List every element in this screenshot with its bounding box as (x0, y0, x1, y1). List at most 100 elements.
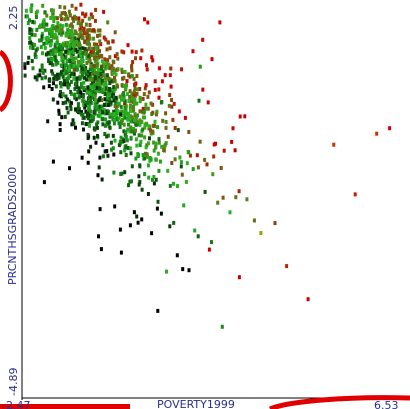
data-point (120, 70, 124, 74)
data-point (133, 82, 136, 87)
data-point (90, 90, 94, 95)
data-point (134, 137, 138, 142)
data-point (66, 27, 70, 32)
data-point (42, 180, 46, 185)
data-point (123, 70, 127, 74)
data-point (74, 6, 78, 11)
data-point (96, 33, 100, 38)
data-point (252, 218, 256, 223)
data-point (96, 51, 100, 55)
data-point (259, 231, 263, 235)
data-point (112, 78, 116, 83)
data-point (94, 82, 98, 87)
data-point (56, 60, 60, 65)
y-tick-max-label: 2.25 (7, 6, 20, 31)
data-point (60, 70, 63, 75)
data-point (63, 79, 67, 84)
data-point (31, 46, 35, 50)
data-point (108, 90, 112, 95)
data-point (128, 146, 132, 151)
data-point (108, 81, 112, 85)
data-point (44, 75, 48, 80)
data-point (102, 35, 106, 40)
data-point (168, 93, 172, 97)
data-point (175, 253, 179, 258)
data-point (28, 18, 31, 23)
data-point (156, 151, 160, 156)
data-point (67, 75, 71, 80)
data-point (59, 90, 62, 94)
data-point (116, 101, 120, 106)
data-point (53, 15, 57, 20)
data-point (125, 92, 129, 97)
data-point (166, 134, 170, 139)
data-point (115, 52, 119, 57)
data-point (156, 308, 160, 313)
data-point (114, 101, 118, 106)
data-point (57, 52, 61, 57)
data-point (64, 14, 68, 19)
data-point (103, 132, 107, 136)
data-point (96, 113, 100, 118)
data-point (46, 37, 50, 42)
data-point (61, 93, 65, 97)
data-point (97, 165, 101, 170)
data-point (124, 153, 128, 157)
y-tick-min-label: -4.89 (7, 368, 20, 396)
data-point (106, 65, 110, 70)
data-point (96, 88, 100, 93)
data-point (140, 217, 144, 222)
data-point (132, 118, 136, 123)
data-point (37, 25, 41, 30)
data-point (117, 143, 121, 148)
data-point (95, 103, 99, 108)
data-point (36, 73, 40, 78)
data-point (86, 111, 90, 116)
data-point (92, 50, 95, 55)
data-point (89, 61, 93, 66)
data-point (180, 67, 183, 72)
data-point (128, 179, 132, 184)
data-point (117, 116, 121, 121)
data-point (187, 130, 191, 134)
data-point (134, 156, 138, 161)
data-point (45, 13, 49, 18)
data-point (116, 116, 120, 121)
data-point (123, 115, 127, 120)
data-point (54, 58, 58, 63)
data-point (89, 50, 93, 55)
data-point (56, 76, 60, 81)
data-point (106, 153, 110, 158)
data-point (151, 102, 155, 107)
data-point (68, 99, 72, 104)
data-point (92, 28, 96, 33)
data-point (136, 220, 140, 225)
data-point (156, 199, 160, 204)
data-point (243, 114, 247, 119)
data-point (144, 145, 148, 150)
data-point (212, 154, 216, 159)
data-point (104, 123, 108, 128)
data-point (29, 7, 33, 12)
x-axis-label: POVERTY1999 (157, 398, 235, 409)
data-point (100, 66, 103, 71)
data-point (119, 135, 123, 140)
data-point (130, 129, 134, 134)
data-point (38, 38, 42, 43)
data-point (150, 55, 154, 60)
data-point (61, 74, 65, 79)
data-point (75, 67, 79, 72)
data-point (206, 100, 210, 105)
data-point (145, 152, 149, 157)
data-point (82, 99, 86, 104)
data-point (74, 97, 78, 102)
data-point (93, 73, 97, 78)
data-point (83, 105, 87, 110)
data-point (126, 146, 130, 150)
data-point (41, 3, 45, 8)
data-point (81, 94, 85, 99)
data-point (103, 97, 107, 102)
data-point (153, 119, 157, 124)
data-point (132, 210, 136, 215)
